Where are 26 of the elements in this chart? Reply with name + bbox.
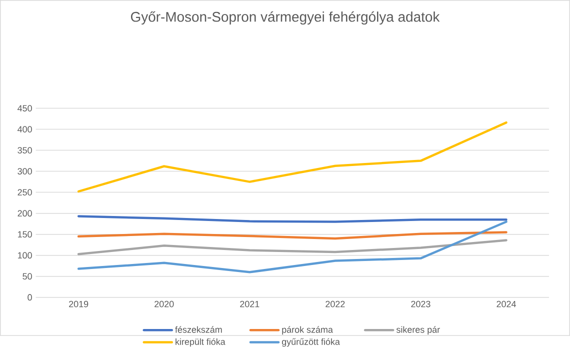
line-series (77, 238, 508, 256)
legend-label: gyűrűzött fióka (282, 338, 340, 347)
x-tick-label: 2019 (69, 300, 88, 308)
y-tick-label: 150 (18, 231, 32, 238)
legend-label: párok száma (282, 326, 333, 334)
legend-label: fészekszám (175, 326, 222, 333)
x-tick-label: 2024 (496, 300, 516, 308)
line-series (77, 220, 508, 274)
chart-title: Győr-Moson-Sopron vármegyei fehérgólya adatok (130, 11, 440, 24)
y-tick-label: 300 (18, 168, 32, 174)
x-tick-label: 2021 (240, 300, 260, 308)
y-tick-label: 50 (22, 273, 32, 280)
y-tick-label: 400 (18, 126, 32, 132)
line-series (77, 121, 508, 192)
y-tick-label: 450 (18, 104, 32, 112)
y-tick-label: 100 (18, 252, 32, 258)
y-tick-label: 200 (18, 210, 32, 216)
x-tick-label: 2023 (411, 300, 430, 308)
legend-label: kirepült fióka (176, 338, 226, 347)
x-tick-label: 2022 (326, 300, 345, 308)
line-series (77, 230, 508, 240)
y-tick-label: 250 (18, 188, 32, 196)
x-tick-label: 2020 (154, 300, 174, 308)
y-tick-label: 350 (18, 146, 32, 154)
legend-label: sikeres pár (396, 326, 440, 334)
y-tick-label: 0 (28, 294, 32, 300)
